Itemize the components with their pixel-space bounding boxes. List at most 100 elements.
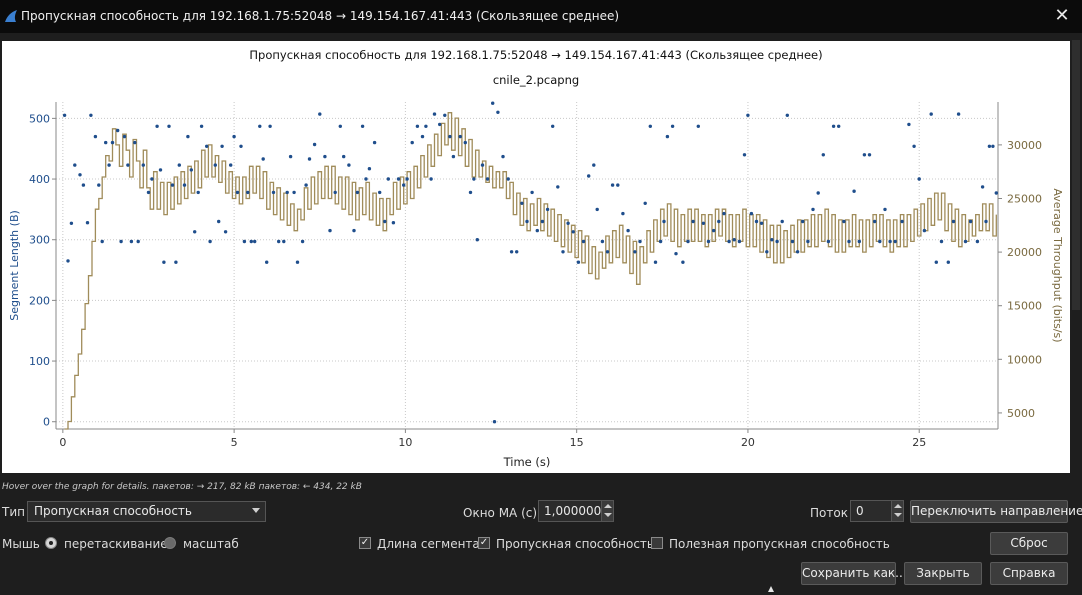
segment-point — [261, 157, 265, 161]
y-right-tick-label: 10000 — [1007, 353, 1042, 366]
goodput-label[interactable]: Полезная пропускная способность — [669, 537, 890, 551]
segment-point — [347, 163, 351, 167]
spin-arrows-icon[interactable] — [601, 501, 613, 521]
close-icon[interactable]: ✕ — [1054, 5, 1070, 26]
segment-point — [342, 154, 346, 159]
throughput-label[interactable]: Пропускная способность — [496, 537, 654, 551]
segment-point — [85, 221, 90, 225]
mouse-drag-radio[interactable] — [45, 537, 57, 549]
segment-point — [691, 219, 695, 224]
segment-point — [717, 219, 721, 224]
segment-point — [987, 144, 992, 148]
close-button[interactable]: Закрыть — [904, 562, 982, 585]
y-left-tick-label: 0 — [43, 416, 50, 429]
y-left-axis-label: Segment Length (B) — [8, 210, 21, 321]
segment-point — [790, 239, 795, 244]
segment-point — [857, 239, 861, 244]
graph-type-select[interactable]: Пропускная способность — [27, 501, 266, 522]
segment-point — [304, 183, 308, 187]
segment-point — [775, 239, 779, 244]
segment-point — [525, 219, 529, 224]
segment-point — [189, 168, 193, 172]
segment-point — [946, 260, 950, 264]
segment-point — [749, 211, 754, 216]
segment-point — [472, 177, 476, 181]
x-tick-label: 25 — [912, 436, 926, 449]
segment-point — [232, 134, 236, 139]
segment-point — [862, 153, 867, 157]
throughput-checkbox[interactable]: ✓ — [478, 537, 490, 549]
mouse-drag-label[interactable]: перетаскивание — [64, 537, 168, 551]
segment-length-label[interactable]: Длина сегмента — [377, 537, 480, 551]
segment-point — [372, 140, 377, 145]
segment-point — [737, 239, 742, 244]
segment-point — [922, 228, 927, 233]
ma-window-spinbox[interactable]: 1,000000 — [538, 500, 614, 522]
x-axis-label: Time (s) — [503, 455, 551, 469]
segment-point — [816, 191, 820, 195]
segment-point — [939, 239, 944, 244]
segment-point — [551, 124, 555, 128]
segment-point — [391, 221, 396, 225]
segment-point — [873, 219, 877, 224]
segment-point — [199, 124, 204, 128]
segment-point — [146, 190, 151, 195]
save-as-button[interactable]: Сохранить как... — [801, 562, 907, 585]
throughput-plot[interactable]: 0 5 10 15 20 25 0 100 200 300 400 500 5000 10000 15000… — [2, 41, 1070, 473]
segment-point — [167, 124, 171, 128]
segment-point — [468, 190, 473, 195]
y-left-tick-label: 400 — [29, 173, 50, 186]
segment-point — [186, 134, 190, 139]
mouse-zoom-label[interactable]: масштаб — [183, 537, 239, 551]
segment-point — [991, 144, 995, 148]
segment-point — [463, 140, 467, 145]
plot-panel[interactable]: 0 5 10 15 20 25 0 100 200 300 400 500 5000 10000 15000… — [2, 41, 1070, 473]
segment-point — [509, 250, 514, 254]
reset-button[interactable]: Сброс — [990, 532, 1068, 555]
segment-point — [621, 211, 625, 216]
segment-point — [540, 219, 545, 224]
segment-point — [754, 219, 759, 224]
stream-label: Поток — [810, 506, 848, 520]
segment-point — [535, 228, 539, 233]
segment-point — [323, 154, 327, 159]
type-label: Тип — [2, 505, 25, 519]
segment-point — [133, 140, 137, 145]
segment-length-checkbox[interactable]: ✓ — [359, 537, 371, 549]
segment-point — [770, 238, 774, 242]
segment-point — [242, 239, 247, 244]
spin-arrows-icon[interactable] — [891, 501, 903, 521]
segment-point — [312, 142, 317, 147]
switch-direction-button[interactable]: Переключить направление — [910, 500, 1082, 523]
segment-point — [295, 260, 300, 264]
segment-point — [806, 239, 810, 244]
stream-spinbox[interactable]: 0 — [850, 500, 904, 522]
segment-point — [328, 228, 332, 233]
hover-hint: Hover over the graph for details. пакето… — [2, 482, 362, 492]
help-button[interactable]: Справка — [990, 562, 1068, 585]
segment-point — [968, 219, 973, 224]
segment-point — [424, 124, 428, 128]
segment-point — [271, 190, 276, 195]
goodput-checkbox[interactable] — [651, 537, 663, 549]
x-tick-label: 20 — [741, 436, 755, 449]
segment-point — [811, 207, 815, 212]
segment-point — [658, 239, 663, 244]
segment-point — [759, 221, 764, 225]
segment-point — [429, 177, 433, 181]
segment-point — [662, 219, 666, 224]
segment-point — [496, 110, 500, 115]
segment-point — [177, 163, 181, 167]
segment-point — [193, 230, 197, 234]
segment-point — [888, 239, 892, 244]
segment-point — [852, 189, 856, 193]
segment-point — [196, 190, 200, 195]
y-right-tick-label: 20000 — [1007, 246, 1042, 259]
ma-window-value: 1,000000 — [544, 504, 602, 518]
vertical-scrollbar[interactable] — [1072, 40, 1080, 310]
segment-point — [732, 238, 736, 242]
segment-point — [100, 239, 104, 244]
mouse-zoom-radio[interactable] — [164, 537, 176, 549]
segment-point — [141, 163, 145, 167]
segment-point — [616, 183, 620, 187]
